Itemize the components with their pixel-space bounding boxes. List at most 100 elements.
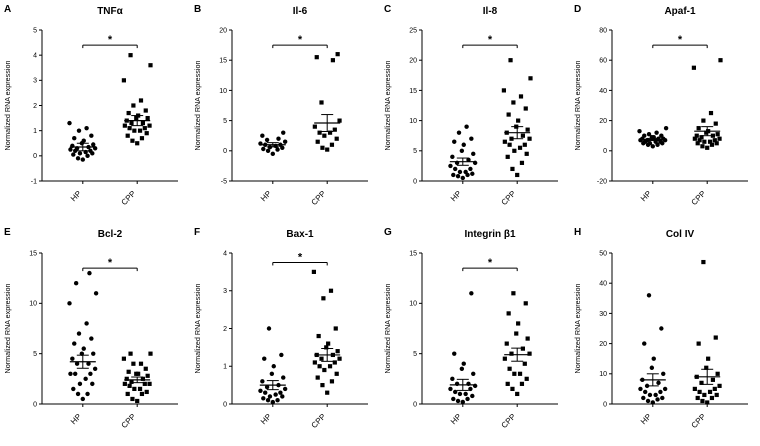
- scatter-point: [317, 130, 322, 135]
- scatter-point: [86, 361, 91, 366]
- scatter-point: [315, 375, 320, 380]
- scatter-point: [75, 156, 81, 161]
- scatter-point: [715, 371, 720, 376]
- scatter-point: [714, 141, 719, 146]
- x-group-label: HP: [259, 189, 273, 203]
- scatter-point: [144, 131, 149, 136]
- scatter-point: [523, 106, 528, 111]
- scatter-point: [122, 381, 127, 386]
- scatter-point: [143, 366, 148, 371]
- scatter-point: [270, 399, 275, 405]
- scatter-point: [319, 100, 324, 105]
- scatter-point: [70, 356, 75, 361]
- group-CPP: [312, 52, 342, 152]
- y-tick-label: 5: [33, 27, 37, 34]
- scatter-point: [261, 396, 266, 401]
- scatter-point: [501, 88, 506, 93]
- scatter-point: [700, 144, 705, 149]
- scatter-point: [147, 123, 152, 128]
- y-tick-label: 0: [33, 401, 37, 408]
- group-HP: [638, 293, 668, 405]
- y-axis-label: Normalized RNA expression: [3, 284, 12, 374]
- scatter-point: [525, 336, 530, 341]
- scatter-point: [708, 110, 714, 116]
- panel-letter: C: [384, 4, 391, 15]
- scatter-point: [148, 63, 153, 68]
- y-tick-label: 10: [219, 88, 227, 95]
- scatter-point: [80, 157, 86, 162]
- scatter-point: [131, 103, 136, 108]
- scatter-point: [90, 381, 95, 387]
- panel-A-chart: A TNFα Normalized RNA expression -1 0 1 2 3 4 5 HP…: [3, 4, 178, 207]
- scatter-point: [709, 142, 715, 147]
- x-group-label: CPP: [500, 412, 518, 430]
- scatter-point: [466, 157, 471, 163]
- scatter-point: [655, 397, 660, 402]
- scatter-point: [520, 133, 525, 138]
- scatter-point: [654, 130, 659, 135]
- group-CPP: [692, 259, 722, 405]
- x-group-label: CPP: [690, 412, 708, 430]
- scatter-point: [137, 128, 143, 133]
- scatter-point: [457, 169, 463, 175]
- scatter-point: [712, 386, 717, 391]
- scatter-point: [77, 151, 83, 156]
- scatter-point: [692, 136, 697, 141]
- scatter-point: [327, 364, 333, 369]
- scatter-point: [72, 341, 77, 346]
- scatter-point: [131, 361, 136, 366]
- scatter-point: [464, 124, 469, 129]
- scatter-point: [88, 371, 93, 376]
- y-tick-label: 0: [603, 401, 607, 408]
- scatter-point: [275, 147, 280, 152]
- y-tick-label: -20: [597, 178, 607, 185]
- scatter-point: [506, 112, 511, 117]
- group-HP: [67, 270, 99, 402]
- scatter-point: [518, 94, 524, 99]
- scatter-point: [700, 398, 705, 404]
- group-HP: [67, 120, 98, 162]
- scatter-point: [451, 396, 456, 402]
- scatter-point: [261, 146, 266, 152]
- panel-letter: G: [384, 227, 392, 238]
- scatter-point: [137, 386, 143, 391]
- y-tick-label: 15: [409, 250, 417, 257]
- panel-G-chart: G Integrin β1 Normalized RNA expression 0 5 1…: [383, 227, 558, 430]
- scatter-point: [502, 356, 507, 361]
- scatter-point: [311, 269, 316, 274]
- x-group-label: CPP: [310, 189, 328, 207]
- scatter-point: [139, 391, 145, 397]
- y-tick-label: 5: [223, 118, 227, 125]
- scatter-point: [334, 371, 339, 376]
- scatter-point: [72, 136, 77, 141]
- scatter-point: [121, 356, 126, 361]
- scatter-point: [507, 366, 512, 371]
- scatter-point: [129, 379, 134, 384]
- scatter-point: [122, 123, 127, 128]
- scatter-point: [452, 139, 457, 144]
- scatter-point: [512, 148, 517, 153]
- scatter-point: [85, 391, 90, 397]
- scatter-point: [85, 153, 90, 159]
- y-tick-label: 80: [599, 27, 607, 34]
- scatter-point: [81, 346, 86, 351]
- y-tick-label: 20: [599, 118, 607, 125]
- y-axis-label: Normalized RNA expression: [573, 61, 582, 151]
- scatter-point: [707, 139, 713, 144]
- scatter-point: [326, 341, 331, 346]
- scatter-point: [147, 381, 152, 386]
- x-group-label: HP: [639, 412, 653, 426]
- scatter-point: [714, 392, 719, 398]
- scatter-point: [694, 133, 699, 138]
- scatter-point: [67, 301, 72, 306]
- sig-asterisk: *: [678, 34, 683, 46]
- y-tick-label: 10: [409, 118, 417, 125]
- scatter-point: [525, 127, 530, 132]
- scatter-point: [128, 53, 133, 58]
- scatter-point: [661, 371, 666, 376]
- scatter-point: [516, 321, 521, 326]
- scatter-point: [660, 395, 665, 401]
- scatter-point: [510, 166, 515, 172]
- scatter-point: [325, 390, 330, 395]
- group-HP: [637, 125, 669, 149]
